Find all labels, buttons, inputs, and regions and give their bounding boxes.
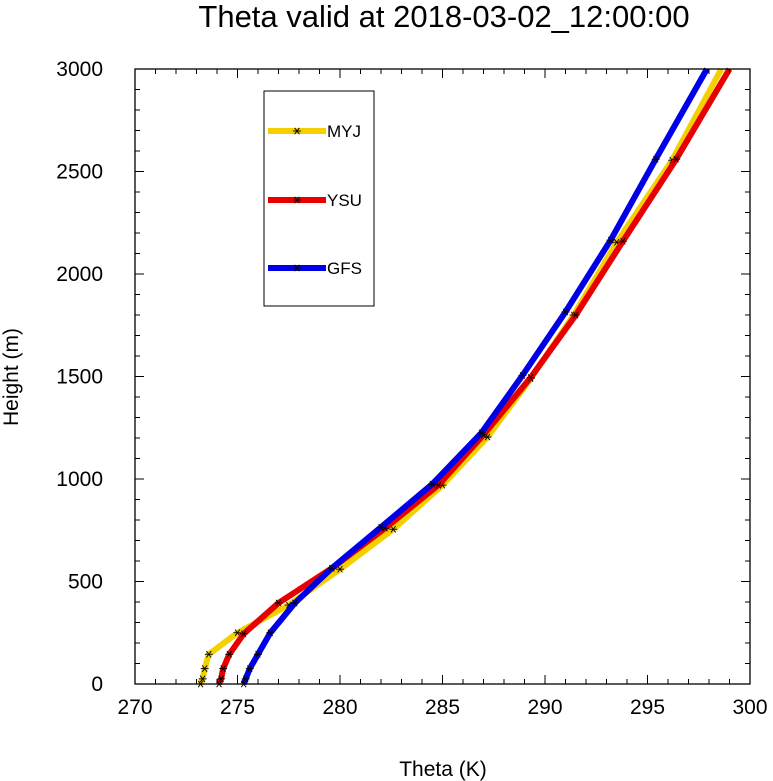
- point-myj-3: [204, 650, 213, 658]
- x-tick-label: 270: [117, 696, 152, 719]
- legend-item-myj: MYJ: [268, 122, 361, 141]
- y-tick-label: 3000: [56, 58, 103, 81]
- point-gfs-5: [290, 599, 299, 607]
- legend-item-gfs: GFS: [268, 259, 362, 278]
- point-ysu-11: [571, 311, 580, 319]
- point-ysu-10: [526, 374, 535, 381]
- point-gfs-12: [606, 236, 615, 244]
- series-layer: [196, 67, 733, 688]
- axes-layer: 270 275 280 285 290 295 3000500100015002000250…: [56, 58, 767, 719]
- point-ysu-4: [239, 630, 248, 638]
- point-myj-1: [198, 675, 207, 683]
- x-tick-label: 300: [732, 696, 767, 719]
- x-tick-label: 295: [630, 696, 665, 719]
- point-gfs-6: [327, 564, 336, 572]
- legend-box: [263, 90, 375, 307]
- legend-marker-ysu: [293, 196, 301, 204]
- series-line-myj: [197, 67, 724, 686]
- point-gfs-7: [377, 523, 385, 531]
- x-tick-label: 280: [322, 696, 357, 719]
- point-ysu-2: [219, 665, 228, 673]
- legend-marker-gfs: [293, 264, 301, 272]
- point-myj-6: [336, 565, 344, 573]
- point-myj-7: [389, 525, 398, 533]
- x-tick-label: 275: [220, 696, 255, 719]
- y-tick-label: 1500: [56, 366, 103, 389]
- point-ysu-5: [274, 599, 283, 607]
- series-ysu: [215, 67, 733, 688]
- series-myj: [196, 67, 724, 688]
- y-tick-label: 500: [68, 571, 103, 594]
- point-gfs-8: [428, 480, 437, 488]
- series-gfs: [239, 67, 710, 688]
- point-gfs-4: [266, 629, 275, 637]
- point-gfs-3: [254, 650, 262, 658]
- legend: MYJ YSU GFS: [263, 90, 375, 307]
- point-gfs-1: [241, 675, 250, 683]
- x-tick-label: 290: [527, 696, 562, 719]
- y-axis-title: Height (m): [0, 328, 23, 426]
- legend-label-myj: MYJ: [327, 122, 361, 141]
- point-gfs-11: [561, 308, 570, 316]
- point-ysu-13: [672, 155, 681, 163]
- point-gfs-10: [518, 372, 527, 379]
- series-line-gfs: [240, 67, 710, 686]
- legend-label-gfs: GFS: [327, 259, 362, 278]
- point-ysu-3: [225, 650, 234, 658]
- x-axis-title: Theta (K): [399, 758, 487, 781]
- y-tick-label: 0: [91, 673, 103, 696]
- legend-label-ysu: YSU: [327, 191, 362, 210]
- point-ysu-1: [217, 675, 226, 683]
- point-gfs-9: [477, 429, 486, 437]
- chart-title: Theta valid at 2018-03-02_12:00:00: [198, 0, 689, 34]
- point-ysu-12: [618, 237, 627, 245]
- point-gfs-2: [245, 665, 254, 673]
- y-tick-label: 2500: [56, 161, 103, 184]
- y-tick-label: 2000: [56, 263, 103, 286]
- point-myj-4: [233, 629, 242, 637]
- point-gfs-13: [651, 155, 660, 163]
- legend-marker-myj: [293, 127, 301, 135]
- x-tick-label: 285: [425, 696, 460, 719]
- y-tick-label: 1000: [56, 468, 103, 491]
- legend-item-ysu: YSU: [268, 191, 362, 210]
- point-myj-2: [200, 665, 209, 673]
